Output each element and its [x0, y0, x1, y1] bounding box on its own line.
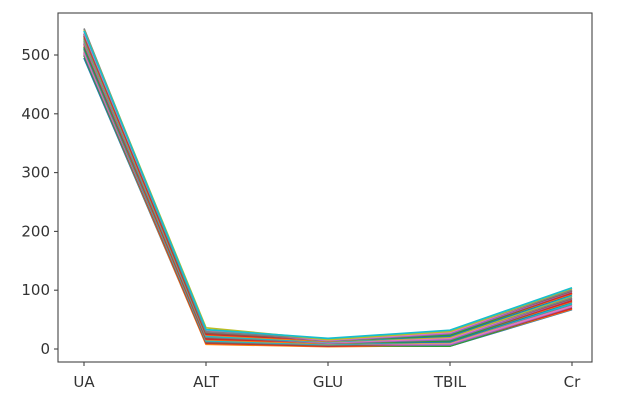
data-line: [83, 53, 573, 346]
data-line: [83, 37, 573, 343]
y-axis-tick-label: 200: [21, 222, 50, 240]
data-line: [83, 33, 573, 341]
data-line: [83, 40, 573, 343]
axes-spines: [57, 12, 593, 363]
data-line: [83, 45, 573, 345]
data-line: [83, 52, 573, 347]
x-axis-tick-label: ALT: [193, 373, 220, 391]
data-line: [83, 57, 573, 347]
data-line: [83, 46, 573, 344]
data-line: [83, 28, 573, 340]
x-axis-tick-label: TBIL: [433, 373, 467, 391]
data-line: [83, 44, 573, 344]
data-line: [83, 48, 573, 344]
data-line: [83, 39, 573, 343]
data-line: [83, 37, 573, 342]
x-axis-tick-label: GLU: [313, 373, 343, 391]
data-line: [83, 47, 573, 346]
data-line: [83, 41, 573, 344]
data-line: [83, 38, 573, 343]
x-axis-tick-label: UA: [73, 373, 95, 391]
data-line: [83, 54, 573, 348]
y-axis-tick-label: 400: [21, 105, 50, 123]
y-axis-tick-label: 100: [21, 281, 50, 299]
data-line: [83, 34, 573, 342]
data-line: [83, 55, 573, 347]
data-line: [83, 51, 573, 346]
y-axis-tick-label: 0: [40, 340, 50, 358]
data-line: [83, 35, 573, 342]
data-line: [83, 49, 573, 346]
data-line: [83, 42, 573, 343]
y-axis-tick-label: 500: [21, 46, 50, 64]
data-line: [83, 30, 573, 340]
data-line: [83, 51, 573, 347]
data-line: [83, 48, 573, 345]
data-line: [83, 35, 573, 342]
data-line: [83, 32, 573, 342]
data-line: [83, 43, 573, 344]
x-axis-tick-label: Cr: [564, 373, 581, 391]
data-line: [83, 29, 573, 341]
y-axis-tick-label: 300: [21, 164, 50, 182]
